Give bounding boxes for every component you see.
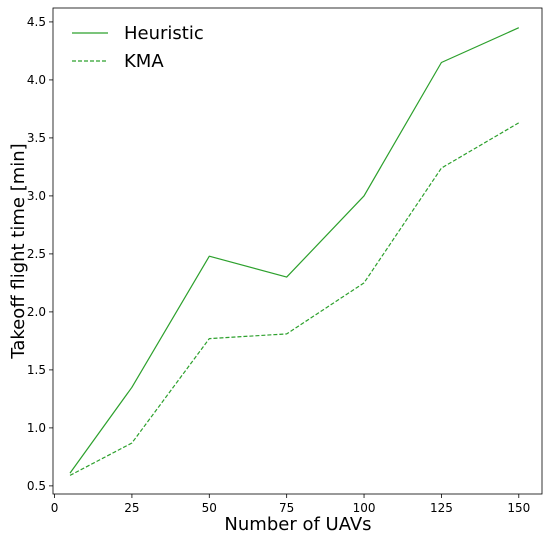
y-tick-label: 2.0 bbox=[27, 305, 46, 319]
series-line-kma bbox=[69, 122, 520, 476]
legend-label: KMA bbox=[124, 51, 164, 72]
x-tick-label: 25 bbox=[124, 501, 139, 515]
y-tick-label: 3.5 bbox=[27, 131, 46, 145]
y-tick-label: 1.5 bbox=[27, 363, 46, 377]
y-tick-label: 1.0 bbox=[27, 421, 46, 435]
x-tick-label: 0 bbox=[51, 501, 59, 515]
y-tick-label: 3.0 bbox=[27, 189, 46, 203]
y-axis-label: Takeoff flight time [min] bbox=[8, 143, 29, 359]
series-line-heuristic bbox=[69, 27, 520, 474]
y-tick-label: 4.5 bbox=[27, 15, 46, 29]
x-axis-label: Number of UAVs bbox=[224, 514, 371, 535]
x-tick-label: 75 bbox=[279, 501, 294, 515]
legend-label: Heuristic bbox=[124, 23, 204, 44]
y-tick-label: 2.5 bbox=[27, 247, 46, 261]
series-lines bbox=[69, 27, 520, 476]
legend: Heuristic KMA bbox=[72, 23, 204, 72]
y-axis-ticks: 0.5 1.0 1.5 2.0 2.5 3.0 3.5 4.0 4.5 bbox=[27, 15, 53, 493]
x-tick-label: 100 bbox=[353, 501, 376, 515]
x-axis-ticks: 0 25 50 75 100 125 150 bbox=[51, 494, 530, 515]
x-tick-label: 50 bbox=[202, 501, 217, 515]
plot-frame bbox=[52, 7, 543, 495]
x-tick-label: 150 bbox=[507, 501, 530, 515]
y-tick-label: 0.5 bbox=[27, 479, 46, 493]
x-tick-label: 125 bbox=[430, 501, 453, 515]
y-tick-label: 4.0 bbox=[27, 73, 46, 87]
